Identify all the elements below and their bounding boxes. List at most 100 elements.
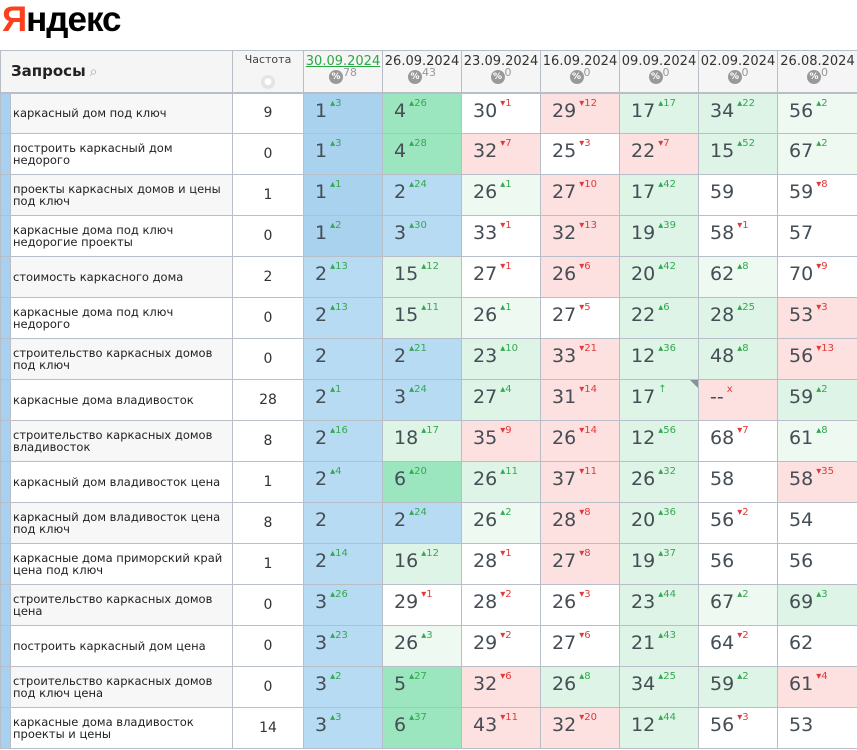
position-cell[interactable]: 29 ▾12: [540, 92, 620, 134]
position-cell[interactable]: 59 ▴2: [777, 379, 857, 421]
position-cell[interactable]: 1 ▴2: [303, 215, 383, 257]
position-cell[interactable]: 56: [777, 543, 857, 585]
position-cell[interactable]: 20 ▴42: [619, 256, 699, 298]
position-cell[interactable]: 22 ▴6: [619, 297, 699, 339]
position-cell[interactable]: 26 ▴8: [540, 666, 620, 708]
date-column-header[interactable]: 30.09.2024% 78: [303, 50, 383, 94]
position-cell[interactable]: 33 ▾1: [461, 215, 541, 257]
position-cell[interactable]: 2 ▴13: [303, 297, 383, 339]
position-cell[interactable]: 28 ▾1: [461, 543, 541, 585]
position-cell[interactable]: 4 ▴28: [382, 133, 462, 175]
position-cell[interactable]: 64 ▾2: [698, 625, 778, 667]
frequency-header[interactable]: Частота ●: [232, 50, 304, 94]
position-cell[interactable]: 35 ▾9: [461, 420, 541, 462]
position-cell[interactable]: 26 ▴3: [382, 625, 462, 667]
position-cell[interactable]: 48 ▴8: [698, 338, 778, 380]
position-cell[interactable]: 27 ▾5: [540, 297, 620, 339]
position-cell[interactable]: 32 ▾6: [461, 666, 541, 708]
position-cell[interactable]: 2 ▴21: [382, 338, 462, 380]
position-cell[interactable]: 2 ▴24: [382, 502, 462, 544]
position-cell[interactable]: 32 ▾7: [461, 133, 541, 175]
date-column-header[interactable]: 09.09.2024% 0: [619, 50, 699, 94]
position-cell[interactable]: 32 ▾20: [540, 707, 620, 749]
position-cell[interactable]: 3 ▴23: [303, 625, 383, 667]
position-cell[interactable]: 25 ▾3: [540, 133, 620, 175]
position-cell[interactable]: 3 ▴2: [303, 666, 383, 708]
position-cell[interactable]: 58: [698, 461, 778, 503]
position-cell[interactable]: 15 ▴52: [698, 133, 778, 175]
position-cell[interactable]: 21 ▴43: [619, 625, 699, 667]
date-column-header[interactable]: 23.09.2024% 0: [461, 50, 541, 94]
position-cell[interactable]: 62: [777, 625, 857, 667]
position-cell[interactable]: 17 ▴17: [619, 92, 699, 134]
date-column-header[interactable]: 26.09.2024% 43: [382, 50, 462, 94]
position-cell[interactable]: 56 ▾2: [698, 502, 778, 544]
position-cell[interactable]: 17 ▴42: [619, 174, 699, 216]
position-cell[interactable]: 26 ▴32: [619, 461, 699, 503]
date-label[interactable]: 30.09.2024: [305, 54, 381, 69]
position-cell[interactable]: 2 ▴1: [303, 379, 383, 421]
position-cell[interactable]: 59: [698, 174, 778, 216]
position-cell[interactable]: 31 ▾14: [540, 379, 620, 421]
position-cell[interactable]: 2 ▴13: [303, 256, 383, 298]
position-cell[interactable]: 26 ▾6: [540, 256, 620, 298]
position-cell[interactable]: 2 ▴14: [303, 543, 383, 585]
position-cell[interactable]: 27 ▾8: [540, 543, 620, 585]
position-cell[interactable]: 19 ▴37: [619, 543, 699, 585]
position-cell[interactable]: 5 ▴27: [382, 666, 462, 708]
position-cell[interactable]: 59 ▾8: [777, 174, 857, 216]
position-cell[interactable]: 28 ▴25: [698, 297, 778, 339]
date-column-header[interactable]: 26.08.2024% 0: [777, 50, 857, 94]
position-cell[interactable]: 32 ▾13: [540, 215, 620, 257]
position-cell[interactable]: 2 ▴24: [382, 174, 462, 216]
position-cell[interactable]: 33 ▾21: [540, 338, 620, 380]
position-cell[interactable]: 16 ▴12: [382, 543, 462, 585]
position-cell[interactable]: 19 ▴39: [619, 215, 699, 257]
position-cell[interactable]: 1 ▴3: [303, 133, 383, 175]
position-cell[interactable]: 27 ▾6: [540, 625, 620, 667]
position-cell[interactable]: 69 ▴3: [777, 584, 857, 626]
position-cell[interactable]: 56 ▴2: [777, 92, 857, 134]
position-cell[interactable]: 1 ▴3: [303, 92, 383, 134]
position-cell[interactable]: 27 ▾10: [540, 174, 620, 216]
position-cell[interactable]: 56: [698, 543, 778, 585]
position-cell[interactable]: 68 ▾7: [698, 420, 778, 462]
position-cell[interactable]: 56 ▾3: [698, 707, 778, 749]
position-cell[interactable]: 62 ▴8: [698, 256, 778, 298]
position-cell[interactable]: 26 ▴11: [461, 461, 541, 503]
position-cell[interactable]: 12 ▴36: [619, 338, 699, 380]
position-cell[interactable]: 17 ↑: [619, 379, 699, 421]
position-cell[interactable]: 3 ▴24: [382, 379, 462, 421]
position-cell[interactable]: 15 ▴11: [382, 297, 462, 339]
position-cell[interactable]: 18 ▴17: [382, 420, 462, 462]
position-cell[interactable]: 58 ▾35: [777, 461, 857, 503]
position-cell[interactable]: 23 ▴10: [461, 338, 541, 380]
globe-icon[interactable]: ●: [261, 75, 275, 89]
position-cell[interactable]: 37 ▾11: [540, 461, 620, 503]
position-cell[interactable]: 15 ▴12: [382, 256, 462, 298]
position-cell[interactable]: 2: [303, 502, 383, 544]
position-cell[interactable]: 27 ▴4: [461, 379, 541, 421]
position-cell[interactable]: 70 ▾9: [777, 256, 857, 298]
position-cell[interactable]: 28 ▾8: [540, 502, 620, 544]
position-cell[interactable]: 20 ▴36: [619, 502, 699, 544]
position-cell[interactable]: 53: [777, 707, 857, 749]
position-cell[interactable]: 6 ▴20: [382, 461, 462, 503]
position-cell[interactable]: 34 ▴22: [698, 92, 778, 134]
position-cell[interactable]: 56 ▾13: [777, 338, 857, 380]
position-cell[interactable]: 3 ▴3: [303, 707, 383, 749]
position-cell[interactable]: 12 ▴44: [619, 707, 699, 749]
position-cell[interactable]: 29 ▾1: [382, 584, 462, 626]
position-cell[interactable]: 26 ▴1: [461, 174, 541, 216]
position-cell[interactable]: 61 ▾4: [777, 666, 857, 708]
position-cell[interactable]: 3 ▴26: [303, 584, 383, 626]
search-icon[interactable]: ⌕: [89, 64, 98, 81]
position-cell[interactable]: 28 ▾2: [461, 584, 541, 626]
position-cell[interactable]: -- x: [698, 379, 778, 421]
position-cell[interactable]: 23 ▴44: [619, 584, 699, 626]
position-cell[interactable]: 12 ▴56: [619, 420, 699, 462]
position-cell[interactable]: 67 ▴2: [698, 584, 778, 626]
position-cell[interactable]: 34 ▴25: [619, 666, 699, 708]
position-cell[interactable]: 58 ▾1: [698, 215, 778, 257]
position-cell[interactable]: 27 ▾1: [461, 256, 541, 298]
